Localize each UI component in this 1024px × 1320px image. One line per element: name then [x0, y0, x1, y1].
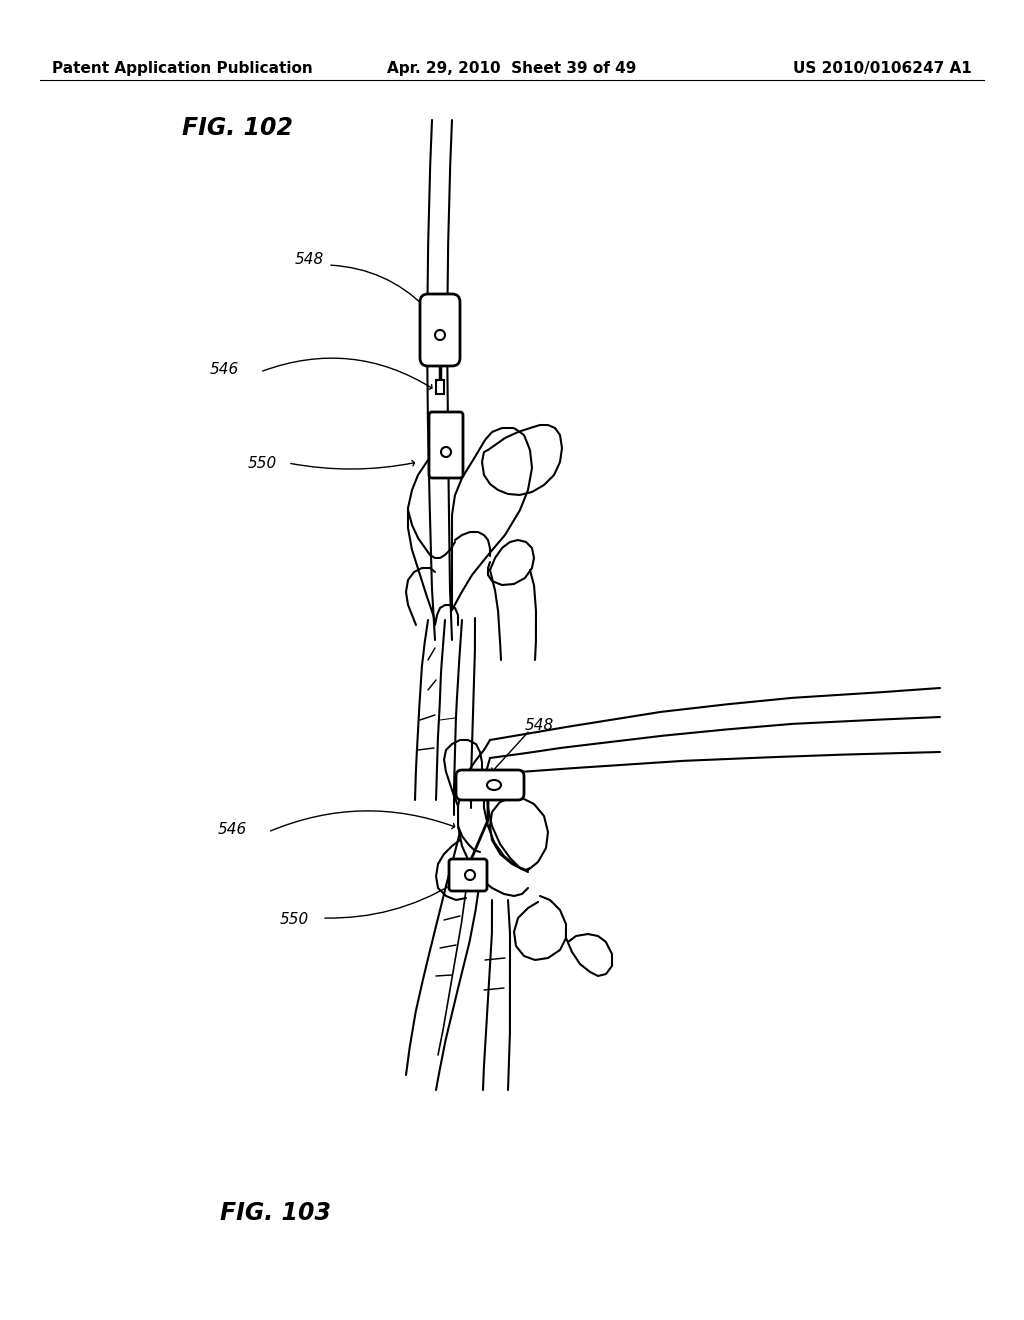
Text: 548: 548	[525, 718, 554, 733]
Circle shape	[435, 330, 445, 341]
FancyBboxPatch shape	[449, 859, 487, 891]
Text: Patent Application Publication: Patent Application Publication	[52, 61, 312, 75]
FancyBboxPatch shape	[429, 412, 463, 478]
Text: Apr. 29, 2010  Sheet 39 of 49: Apr. 29, 2010 Sheet 39 of 49	[387, 61, 637, 75]
Text: 548: 548	[295, 252, 325, 268]
FancyBboxPatch shape	[436, 380, 444, 393]
Circle shape	[441, 447, 451, 457]
Circle shape	[465, 870, 475, 880]
Text: FIG. 102: FIG. 102	[182, 116, 293, 140]
Text: 546: 546	[218, 822, 247, 837]
Text: 550: 550	[248, 455, 278, 470]
FancyBboxPatch shape	[420, 294, 460, 366]
Text: 550: 550	[280, 912, 309, 928]
Text: 546: 546	[210, 363, 240, 378]
Text: US 2010/0106247 A1: US 2010/0106247 A1	[794, 61, 972, 75]
FancyBboxPatch shape	[456, 770, 524, 800]
Text: FIG. 103: FIG. 103	[220, 1201, 331, 1225]
Ellipse shape	[487, 780, 501, 789]
